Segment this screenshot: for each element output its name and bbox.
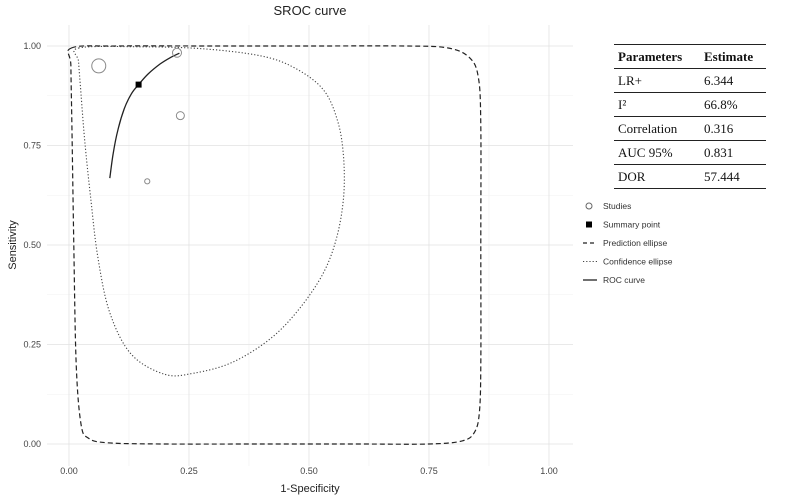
- table-row: AUC 95% 0.831: [614, 140, 766, 165]
- x-axis-title: 1-Specificity: [280, 483, 340, 495]
- legend-label: Studies: [603, 201, 631, 211]
- param-cell: DOR: [614, 164, 700, 189]
- header-estimate: Estimate: [700, 44, 766, 69]
- y-tick-label: 0.50: [23, 240, 41, 250]
- table-row: LR+ 6.344: [614, 68, 766, 93]
- legend-key-studies: [585, 202, 593, 210]
- summary-point: [135, 81, 142, 88]
- legend-label: Summary point: [603, 220, 661, 230]
- x-tick-label: 0.50: [300, 466, 318, 476]
- table-row: I² 66.8%: [614, 92, 766, 117]
- study-point: [144, 178, 151, 185]
- legend-label: Confidence ellipse: [603, 257, 673, 267]
- series-layer: [67, 45, 482, 445]
- estimate-cell: 66.8%: [700, 92, 766, 117]
- legend-key-summary: [586, 221, 592, 228]
- chart-title: SROC curve: [274, 3, 347, 18]
- y-tick-labels: 0.00 0.25 0.50 0.75 1.00: [23, 41, 41, 449]
- legend-label: ROC curve: [603, 275, 645, 285]
- header-parameters: Parameters: [614, 44, 700, 69]
- plot-panel: [47, 25, 573, 466]
- table-header-row: Parameters Estimate: [614, 44, 766, 69]
- x-tick-label: 1.00: [540, 466, 558, 476]
- prediction-ellipse: [67, 45, 482, 445]
- legend: Studies Summary point Prediction ellipse Co…: [583, 201, 673, 285]
- study-point: [175, 111, 185, 121]
- y-tick-label: 1.00: [23, 41, 41, 51]
- estimate-cell: 6.344: [700, 68, 766, 93]
- param-cell: Correlation: [614, 116, 700, 141]
- estimate-cell: 0.831: [700, 140, 766, 165]
- roc-curve: [109, 52, 180, 179]
- parameters-table: Parameters Estimate LR+ 6.344 I² 66.8% C…: [614, 44, 766, 189]
- param-cell: AUC 95%: [614, 140, 700, 165]
- table-row: Correlation 0.316: [614, 116, 766, 141]
- y-tick-label: 0.25: [23, 340, 41, 350]
- param-cell: LR+: [614, 68, 700, 93]
- estimate-cell: 0.316: [700, 116, 766, 141]
- y-tick-label: 0.00: [23, 439, 41, 449]
- x-tick-label: 0.00: [60, 466, 78, 476]
- table-row: DOR 57.444: [614, 164, 766, 189]
- x-tick-label: 0.25: [180, 466, 198, 476]
- confidence-ellipse: [73, 45, 345, 377]
- y-axis-title: Sensitivity: [7, 220, 19, 270]
- param-cell: I²: [614, 92, 700, 117]
- estimate-cell: 57.444: [700, 164, 766, 189]
- x-tick-labels: 0.00 0.25 0.50 0.75 1.00: [60, 466, 558, 476]
- y-tick-label: 0.75: [23, 141, 41, 151]
- x-tick-label: 0.75: [420, 466, 438, 476]
- legend-label: Prediction ellipse: [603, 238, 668, 248]
- study-point: [172, 47, 182, 58]
- study-point: [91, 58, 107, 74]
